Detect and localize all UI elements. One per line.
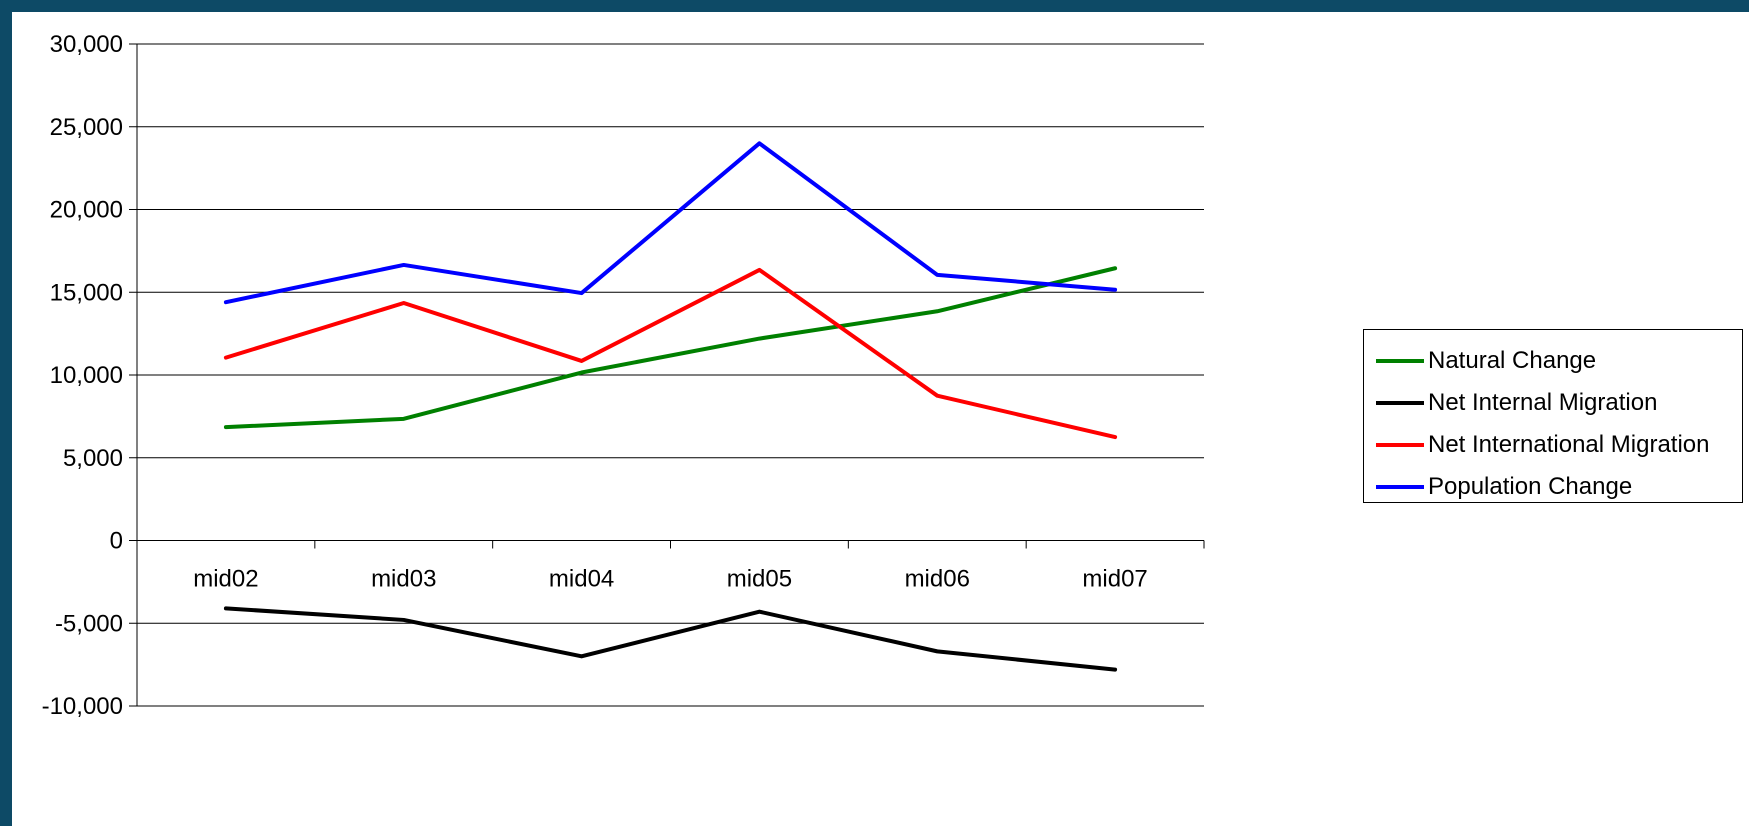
x-tick-label: mid03 [371,566,436,593]
x-tick-label: mid07 [1082,566,1147,593]
y-tick-label: 20,000 [50,197,123,224]
legend-label: Natural Change [1428,347,1597,374]
y-tick-label: -10,000 [42,693,123,720]
legend-label: Population Change [1428,473,1633,500]
legend: Natural Change Net Internal Migration Net … [1363,329,1743,503]
legend-item: Population Change [1376,466,1742,508]
series-lines [223,141,1118,672]
legend-item: Net International Migration [1376,424,1742,466]
line-chart: 30,000 25,000 20,000 15,000 10,000 5,000 0 -5,0… [42,31,1205,720]
x-tick-label: mid05 [727,566,792,593]
y-tick-label: 10,000 [50,362,123,389]
legend-swatch [1376,359,1424,363]
series-line-net-international-migration [223,267,1118,440]
y-tick-label: -5,000 [55,610,123,637]
x-tick-label: mid04 [549,566,614,593]
x-tick-label: mid06 [905,566,970,593]
axes [136,44,1205,706]
y-tick-label: 25,000 [50,114,123,141]
series-line-population-change [223,141,1118,305]
legend-item: Natural Change [1376,340,1742,382]
legend-label: Net Internal Migration [1428,389,1658,416]
series-line-net-internal-migration [223,606,1118,672]
y-tick-label: 5,000 [63,445,123,472]
y-tick-label: 30,000 [50,31,123,58]
legend-label: Net International Migration [1428,431,1710,458]
series-line-natural-change [223,266,1118,430]
legend-swatch [1376,443,1424,447]
chart-panel: 30,000 25,000 20,000 15,000 10,000 5,000 0 -5,0… [12,12,1749,826]
legend-swatch [1376,401,1424,405]
x-tick-label: mid02 [193,566,258,593]
y-tick-label: 15,000 [50,279,123,306]
tick-labels: 30,000 25,000 20,000 15,000 10,000 5,000 0 -5,0… [42,31,1148,720]
y-tick-label: 0 [110,528,123,555]
legend-swatch [1376,485,1424,489]
gridlines [129,43,1204,707]
legend-item: Net Internal Migration [1376,382,1742,424]
